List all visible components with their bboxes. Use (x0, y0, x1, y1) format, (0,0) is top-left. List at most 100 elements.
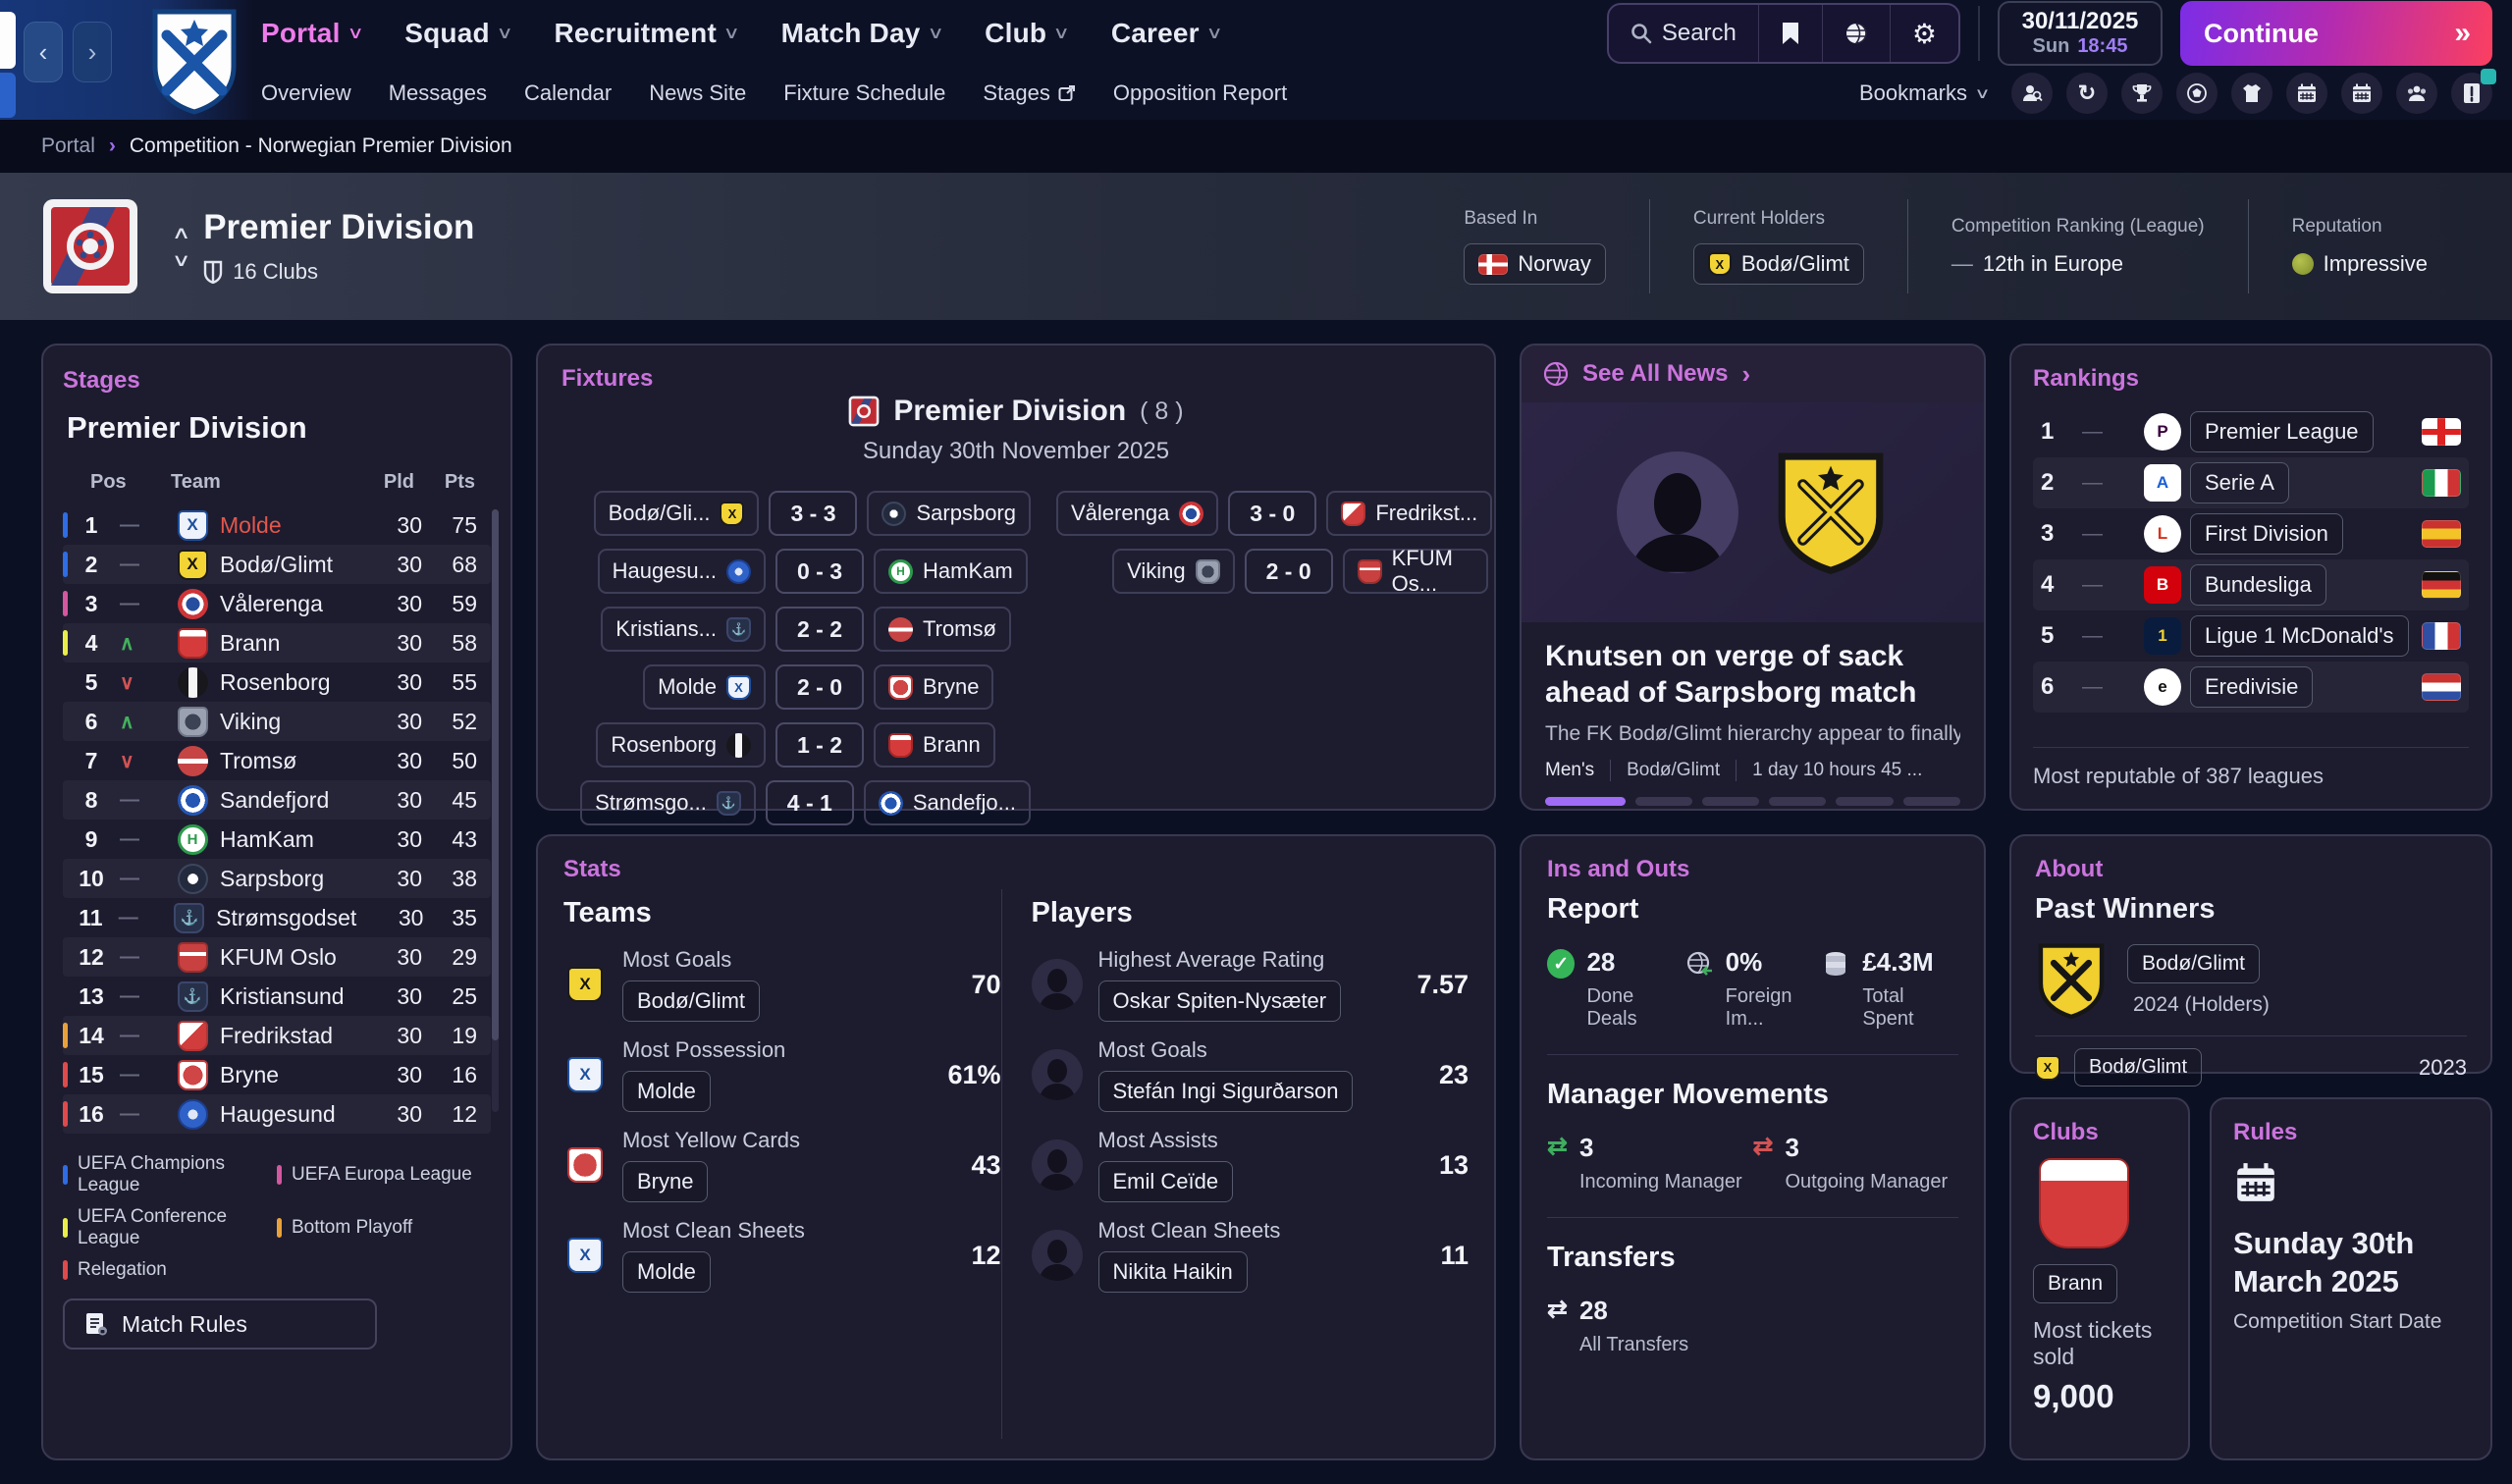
table-row[interactable]: 3Vålerenga3059 (63, 584, 491, 623)
ranking-row[interactable]: 3— L First Division (2033, 508, 2469, 559)
score-box[interactable]: 1 - 2 (775, 722, 864, 768)
clubs-team-link[interactable]: Brann (2033, 1264, 2118, 1303)
away-team[interactable]: Brann (874, 722, 995, 768)
league-link[interactable]: Bundesliga (2190, 564, 2326, 606)
page-dot[interactable] (1836, 797, 1894, 806)
home-team[interactable]: Rosenborg (596, 722, 766, 768)
home-team[interactable]: Strømsgo... ⚓ (580, 780, 756, 825)
menu-portal[interactable]: Portal ∨ (261, 18, 364, 48)
continue-button[interactable]: Continue » (2180, 1, 2492, 66)
prev-competition-button[interactable]: ∧ (171, 223, 191, 242)
page-dot[interactable] (1902, 797, 1960, 806)
league-link[interactable]: First Division (2190, 513, 2343, 555)
past-winner-team-link[interactable]: Bodø/Glimt (2074, 1048, 2203, 1086)
ball-shortcut-button[interactable] (2176, 73, 2218, 114)
page-dot[interactable] (1769, 797, 1827, 806)
subnav-stages[interactable]: Stages (983, 80, 1076, 106)
away-team[interactable]: Bryne (874, 664, 994, 710)
holder-team-link[interactable]: Bodø/Glimt (2127, 944, 2261, 983)
subnav-fixture-schedule[interactable]: Fixture Schedule (783, 80, 946, 105)
menu-club[interactable]: Club ∨ (985, 18, 1071, 48)
away-team[interactable]: H HamKam (874, 549, 1028, 594)
calendar-shortcut-button[interactable] (2286, 73, 2327, 114)
settings-button[interactable]: ⚙ (1891, 5, 1958, 62)
player-link[interactable]: Stefán Ingi Sigurðarson (1097, 1071, 1354, 1112)
subnav-calendar[interactable]: Calendar (523, 80, 613, 105)
subnav-opposition-report[interactable]: Opposition Report (1112, 80, 1288, 105)
page-dot[interactable] (1634, 797, 1692, 806)
away-team[interactable]: Fredrikst... (1326, 491, 1493, 536)
away-team[interactable]: Sandefjo... (863, 780, 1031, 825)
menu-match-day[interactable]: Match Day ∨ (780, 18, 944, 48)
away-team[interactable]: Sarpsborg (867, 491, 1031, 536)
away-team[interactable]: KFUM Os... (1342, 546, 1488, 596)
subnav-messages[interactable]: Messages (388, 80, 487, 105)
table-row[interactable]: 10Sarpsborg3038 (63, 859, 491, 898)
table-row[interactable]: 4Brann3058 (63, 623, 491, 662)
table-row[interactable]: 8Sandefjord3045 (63, 780, 491, 820)
scouting-shortcut-button[interactable] (2011, 73, 2053, 114)
social-shortcut-button[interactable] (2396, 73, 2437, 114)
transfers-shortcut-button[interactable]: ↻ (2066, 73, 2108, 114)
news-headline[interactable]: Knutsen on verge of sack ahead of Sarpsb… (1545, 640, 1917, 709)
player-link[interactable]: Oskar Spiten-Nysæter (1097, 980, 1342, 1022)
table-scrollbar[interactable] (492, 509, 499, 1113)
competitions-shortcut-button[interactable] (2121, 73, 2163, 114)
menu-squad[interactable]: Squad ∨ (404, 18, 513, 48)
ranking-row[interactable]: 1— P Premier League (2033, 406, 2469, 457)
score-box[interactable]: 3 - 0 (1228, 491, 1317, 536)
bookmarks-dropdown[interactable]: Bookmarks ∨ (1858, 80, 1991, 105)
news-image[interactable] (1522, 402, 1984, 622)
table-row[interactable]: 1XMolde3075 (63, 505, 491, 545)
history-forward-button[interactable]: › (73, 22, 112, 82)
alerts-shortcut-button[interactable] (2451, 69, 2496, 114)
table-row[interactable]: 5Rosenborg3055 (63, 662, 491, 702)
table-row[interactable]: 15Bryne3016 (63, 1055, 491, 1094)
away-team[interactable]: Tromsø (874, 607, 1011, 652)
breadcrumb-portal[interactable]: Portal (41, 134, 95, 157)
current-holders-value[interactable]: X Bodø/Glimt (1692, 243, 1864, 285)
ranking-row[interactable]: 2— A Serie A (2033, 457, 2469, 508)
subnav-news-site[interactable]: News Site (649, 80, 747, 105)
home-team[interactable]: Vålerenga (1056, 491, 1219, 536)
player-link[interactable]: Nikita Haikin (1097, 1251, 1248, 1293)
ranking-row[interactable]: 6— e Eredivisie (2033, 662, 2469, 713)
team-link[interactable]: Bryne (622, 1161, 709, 1202)
match-rules-button[interactable]: Match Rules (63, 1298, 377, 1350)
game-date[interactable]: 30/11/2025 Sun 18:45 (1998, 1, 2163, 66)
table-row[interactable]: 16Haugesund3012 (63, 1094, 491, 1134)
based-in-value[interactable]: Norway (1464, 243, 1606, 285)
ranking-row[interactable]: 4— B Bundesliga (2033, 559, 2469, 610)
score-box[interactable]: 2 - 0 (775, 664, 864, 710)
league-link[interactable]: Ligue 1 McDonald's (2190, 615, 2409, 657)
score-box[interactable]: 0 - 3 (775, 549, 864, 594)
team-link[interactable]: Molde (622, 1071, 711, 1112)
score-box[interactable]: 2 - 2 (775, 607, 864, 652)
league-link[interactable]: Eredivisie (2190, 666, 2314, 708)
home-team[interactable]: Viking (1112, 549, 1235, 594)
ranking-row[interactable]: 5—1 Ligue 1 McDonald's (2033, 610, 2469, 662)
score-box[interactable]: 3 - 3 (769, 491, 858, 536)
table-row[interactable]: 9HHamKam3043 (63, 820, 491, 859)
next-competition-button[interactable]: ∨ (171, 250, 191, 270)
home-team[interactable]: Bodø/Gli... X (593, 491, 760, 536)
club-crest-molde[interactable] (147, 6, 241, 116)
schedule-shortcut-button[interactable] (2341, 73, 2382, 114)
table-row[interactable]: 6Viking3052 (63, 702, 491, 741)
table-row[interactable]: 7Tromsø3050 (63, 741, 491, 780)
team-link[interactable]: Bodø/Glimt (622, 980, 761, 1022)
score-box[interactable]: 2 - 0 (1244, 549, 1333, 594)
menu-career[interactable]: Career ∨ (1110, 18, 1223, 48)
history-back-button[interactable]: ‹ (24, 22, 63, 82)
see-all-news-link[interactable]: See All News › (1522, 345, 1984, 402)
team-link[interactable]: Molde (622, 1251, 711, 1293)
home-team[interactable]: Haugesu... (597, 549, 766, 594)
page-dot[interactable] (1545, 797, 1626, 806)
kit-shortcut-button[interactable] (2231, 73, 2272, 114)
fixtures-competition[interactable]: Premier Division (893, 395, 1127, 427)
home-team[interactable]: Kristians... ⚓ (601, 607, 766, 652)
search-input[interactable]: Search (1609, 5, 1759, 62)
